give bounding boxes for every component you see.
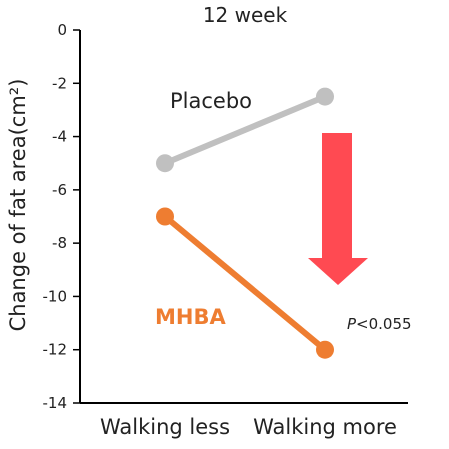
x-tick-label: Walking less <box>100 415 230 439</box>
series-layer <box>156 87 334 359</box>
y-tick-label: -12 <box>43 341 68 359</box>
data-point-mhba <box>316 340 334 359</box>
axes <box>79 30 408 404</box>
p-value-rest: <0.055 <box>356 315 412 333</box>
series-line-placebo <box>163 93 327 166</box>
data-point-placebo <box>316 87 334 106</box>
x-axis-ticks: Walking less Walking more <box>100 415 397 439</box>
y-tick-label: -10 <box>43 287 68 305</box>
trend-arrow-layer <box>308 133 368 285</box>
y-axis-ticks: 0 -2 -4 -6 -8 -10 -12 -14 <box>43 21 80 412</box>
y-tick-label: -4 <box>52 128 67 146</box>
data-point-placebo <box>156 154 174 173</box>
series-label-placebo: Placebo <box>170 89 252 113</box>
x-tick-label: Walking more <box>253 415 397 439</box>
y-tick-label: -2 <box>52 74 67 92</box>
y-tick-label: -14 <box>43 394 68 412</box>
chart-title: 12 week <box>203 3 288 27</box>
p-value-annotation: P<0.055 <box>347 315 412 333</box>
series-line-mhba <box>163 214 327 353</box>
y-tick-label: -6 <box>52 181 67 199</box>
data-point-mhba <box>156 207 174 226</box>
y-tick-label: 0 <box>57 21 67 39</box>
y-axis-label: Change of fat area(cm²) <box>6 79 30 332</box>
y-tick-label: -8 <box>52 234 67 252</box>
series-label-mhba: MHBA <box>155 305 226 329</box>
down-arrow-icon <box>308 133 368 285</box>
p-value-prefix: P <box>347 315 357 333</box>
